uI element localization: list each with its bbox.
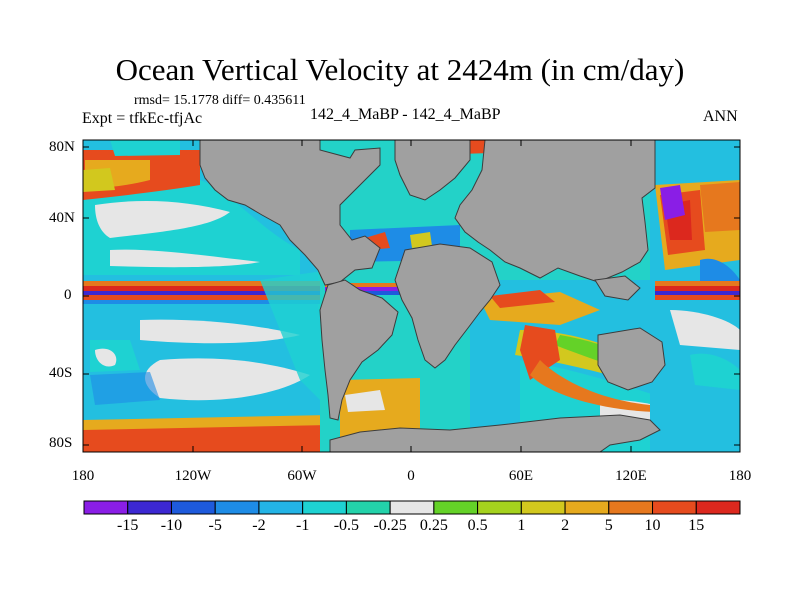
colorbar-swatch-12 [608, 500, 654, 515]
colorbar-label: -2 [252, 517, 266, 534]
colorbar-swatch-1 [127, 500, 172, 515]
map-ticks [83, 140, 740, 452]
lon-label-180e: 180 [728, 468, 752, 484]
lon-label-60w: 60W [287, 468, 317, 484]
figure-title: Ocean Vertical Velocity at 2424m (in cm/… [115, 52, 685, 87]
colorbar-label: 5 [604, 517, 613, 534]
colorbar-swatch-8 [433, 500, 479, 515]
colorbar-swatch-13 [652, 500, 697, 515]
season-label: ANN [703, 108, 738, 125]
colorbar-swatch-3 [214, 500, 260, 515]
colorbar-label: 0.25 [419, 517, 448, 534]
rmsd-diff-stats: rmsd= 15.1778 diff= 0.435611 [134, 93, 306, 108]
colorbar-swatch-7 [389, 500, 435, 515]
colorbar-label: -0.5 [333, 517, 360, 534]
colorbar-swatch-6 [345, 500, 391, 515]
colorbar-label: -15 [117, 517, 139, 534]
colorbar-swatch-5 [302, 500, 347, 515]
land-eurasia [454, 139, 656, 283]
land-indonesia [594, 275, 641, 301]
case-names: 142_4_MaBP - 142_4_MaBP [310, 106, 501, 123]
lon-label-60e: 60E [508, 468, 534, 484]
land-antarctica [329, 414, 661, 453]
lon-label-120e: 120E [615, 468, 647, 484]
colorbar-label: 0.5 [467, 517, 488, 534]
colorbar-label: -0.25 [373, 517, 407, 534]
land-australia [597, 327, 666, 391]
colorbar-swatch-9 [477, 500, 522, 515]
lon-label-180w: 180 [71, 468, 95, 484]
land-africa [394, 243, 501, 369]
colorbar-label: 1 [517, 517, 526, 534]
colorbar-label: 15 [688, 517, 705, 534]
colorbar-label: -5 [208, 517, 222, 534]
experiment-label: Expt = tfkEc-tfjAc [82, 110, 203, 127]
colorbar-swatch-10 [520, 500, 566, 515]
lat-label-80s: 80S [49, 435, 73, 451]
colorbar-label: 2 [561, 517, 570, 534]
colorbar-swatch-0 [83, 500, 129, 515]
colorbar-label: -10 [160, 517, 183, 534]
colorbar-label: 10 [644, 517, 661, 534]
colorbar-label: -1 [295, 517, 310, 534]
lon-label-120w: 120W [174, 468, 212, 484]
lat-label-80n: 80N [49, 139, 75, 155]
colorbar-swatch-11 [564, 500, 610, 515]
colorbar-swatch-2 [170, 500, 216, 515]
lon-label-0: 0 [407, 468, 415, 484]
lat-label-40s: 40S [49, 365, 73, 381]
colorbar-swatch-4 [258, 500, 304, 515]
lat-label-0: 0 [64, 287, 72, 303]
land-masses [199, 139, 666, 453]
land-south-america [319, 279, 399, 421]
land-greenland [394, 139, 471, 201]
lat-label-40n: 40N [49, 210, 75, 226]
colorbar-swatch-14 [695, 500, 741, 515]
land-north-america [199, 139, 381, 286]
